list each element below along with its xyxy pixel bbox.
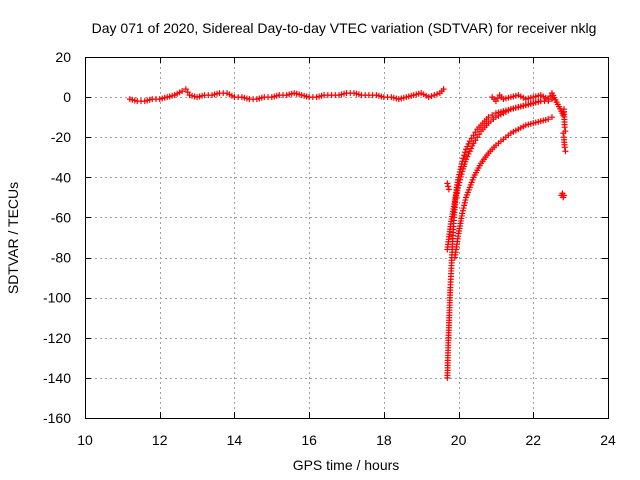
data-point — [562, 148, 569, 155]
x-tick-label: 10 — [77, 432, 93, 448]
data-point — [537, 98, 544, 105]
data-point — [452, 195, 459, 202]
data-point — [445, 183, 452, 190]
y-axis-label: SDTVAR / TECUs — [5, 182, 21, 294]
data-point — [474, 134, 481, 141]
data-point — [425, 94, 432, 101]
data-point — [462, 149, 469, 156]
data-point — [545, 116, 552, 123]
data-point — [545, 96, 552, 103]
data-point — [465, 140, 472, 147]
data-point — [445, 186, 452, 193]
data-point — [440, 86, 447, 93]
y-tick-label: -100 — [43, 290, 71, 306]
x-tick-label: 14 — [227, 432, 243, 448]
y-tick-label: -80 — [51, 250, 71, 266]
y-tick-labels: -160 -140 -120 -100 -80 -60 -40 -20 0 20 — [43, 49, 71, 426]
data-point — [462, 197, 469, 204]
y-tick-label: -60 — [51, 209, 71, 225]
data-point — [459, 207, 466, 214]
data-point — [434, 91, 441, 98]
data-point — [548, 114, 555, 121]
data-point — [455, 182, 462, 189]
y-tick-label: -140 — [43, 370, 71, 386]
x-tick-label: 24 — [600, 432, 616, 448]
data-point — [560, 192, 567, 199]
data-point — [460, 155, 467, 162]
data-point — [461, 199, 468, 206]
data-point — [469, 142, 476, 149]
data-point — [463, 146, 470, 153]
data-point — [472, 137, 479, 144]
data-point — [454, 185, 461, 192]
data-point — [444, 180, 451, 187]
chart-title: Day 071 of 2020, Sidereal Day-to-day VTE… — [92, 20, 597, 36]
data-point — [466, 148, 473, 155]
data-point — [470, 132, 477, 139]
data-point — [485, 114, 492, 121]
x-tick-label: 20 — [451, 432, 467, 448]
tick-layer — [85, 57, 609, 419]
data-point — [466, 138, 473, 145]
data-point — [453, 193, 460, 200]
x-axis-label: GPS time / hours — [293, 457, 400, 473]
data-point — [464, 143, 471, 150]
data-point — [428, 93, 435, 100]
y-tick-label: 20 — [55, 49, 71, 65]
data-point — [454, 187, 461, 194]
data-point — [547, 93, 554, 100]
data-point — [461, 202, 468, 209]
data-point — [561, 144, 568, 151]
x-tick-labels: 10 12 14 16 18 20 22 24 — [77, 432, 616, 448]
data-point — [465, 150, 472, 157]
data-point — [560, 130, 567, 137]
data-point — [468, 145, 475, 152]
data-point — [458, 171, 465, 178]
data-point — [492, 98, 499, 105]
data-marks — [126, 86, 569, 381]
data-point — [456, 179, 463, 186]
data-point — [461, 152, 468, 159]
data-point — [489, 112, 496, 119]
y-tick-label: -120 — [43, 330, 71, 346]
data-point — [472, 129, 479, 136]
x-tick-label: 16 — [301, 432, 317, 448]
y-tick-label: -160 — [43, 410, 71, 426]
data-point — [184, 89, 191, 96]
data-point — [431, 92, 438, 99]
data-point — [459, 210, 466, 217]
data-point — [453, 190, 460, 197]
data-point — [464, 153, 471, 160]
data-point — [457, 176, 464, 183]
data-point — [182, 86, 189, 93]
y-tick-label: 0 — [63, 89, 71, 105]
data-point — [561, 124, 568, 131]
x-tick-label: 12 — [152, 432, 168, 448]
y-tick-label: -20 — [51, 129, 71, 145]
data-point — [460, 205, 467, 212]
data-point — [457, 173, 464, 180]
data-point — [494, 95, 501, 102]
data-point — [179, 88, 186, 95]
data-point — [476, 131, 483, 138]
data-point — [451, 198, 458, 205]
data-point — [463, 156, 470, 163]
data-point — [468, 135, 475, 142]
grid-layer — [85, 57, 608, 418]
y-tick-label: -40 — [51, 169, 71, 185]
x-tick-label: 22 — [525, 432, 541, 448]
data-point — [470, 140, 477, 147]
plot-frame — [85, 57, 609, 419]
x-tick-label: 18 — [376, 432, 392, 448]
